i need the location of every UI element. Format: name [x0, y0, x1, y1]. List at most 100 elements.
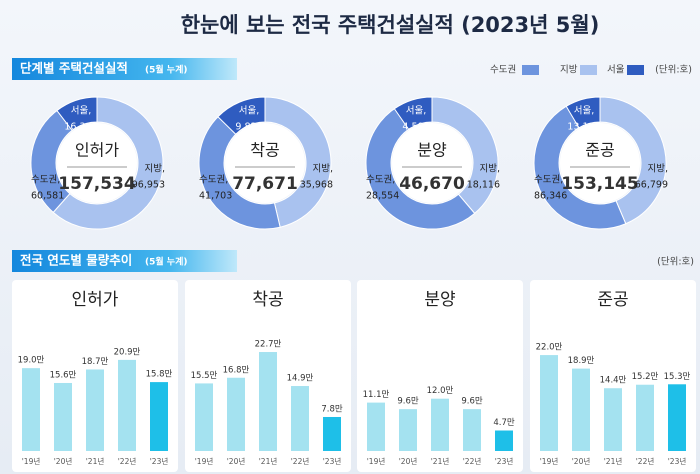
- page-title: 한눈에 보는 전국 주택건설실적 (2023년 5월): [181, 13, 600, 37]
- panel: [530, 280, 696, 472]
- bar-value-label: 15.5만: [191, 371, 218, 381]
- x-tick-label: '19년: [195, 456, 214, 466]
- bar: [431, 398, 449, 451]
- bar: [227, 377, 245, 451]
- segment-name: 서울,: [574, 106, 595, 117]
- donut-segment: [393, 96, 433, 130]
- donut-title: 착공: [250, 141, 279, 160]
- x-tick-label: '19년: [22, 456, 41, 466]
- bar: [150, 382, 168, 451]
- x-tick-label: '21년: [86, 456, 105, 466]
- donut-total: 77,671: [232, 174, 298, 194]
- x-tick-label: '20년: [572, 456, 591, 466]
- bar-value-label: 7.8만: [321, 404, 343, 414]
- bar-value-label: 11.1만: [363, 390, 390, 400]
- donut-total: 157,534: [58, 174, 136, 194]
- section-note: (5월 누계): [145, 64, 187, 76]
- segment-name: 지방,: [648, 164, 669, 175]
- panel-title: 인허가: [72, 290, 119, 310]
- bar-value-label: 15.3만: [664, 372, 691, 382]
- bar: [572, 368, 590, 451]
- bar: [291, 386, 309, 451]
- bar-value-label: 4.7만: [493, 418, 515, 428]
- bar-value-label: 20.9만: [114, 347, 141, 357]
- donut-segment: [56, 96, 98, 132]
- bar-value-label: 19.0만: [18, 356, 45, 366]
- bar-value-label: 9.6만: [461, 397, 483, 407]
- x-tick-label: '19년: [367, 456, 386, 466]
- x-tick-label: '22년: [463, 456, 482, 466]
- panel-title: 준공: [597, 290, 628, 310]
- legend-label: 지방: [560, 65, 578, 76]
- bar-value-label: 14.9만: [287, 374, 314, 384]
- legend-swatch: [627, 65, 644, 75]
- bar-value-label: 22.0만: [536, 343, 563, 353]
- donut-center: [392, 123, 472, 203]
- bar-value-label: 15.6만: [50, 370, 77, 380]
- unit-label: (단위:호): [655, 64, 692, 76]
- x-tick-label: '23년: [150, 456, 169, 466]
- bar: [604, 388, 622, 451]
- legend-label: 수도권: [490, 64, 516, 76]
- donut-segment: [565, 96, 601, 129]
- panel: [357, 280, 523, 472]
- donut-total: 46,670: [399, 174, 465, 194]
- bar: [323, 416, 341, 451]
- segment-value: 86,346: [534, 191, 567, 202]
- bar: [495, 430, 513, 451]
- section-title: 전국 연도별 물량추이: [20, 253, 132, 268]
- donut-center: [560, 123, 640, 203]
- legend-swatch: [522, 65, 539, 75]
- segment-value: 16,361: [64, 122, 97, 133]
- bar: [118, 359, 136, 451]
- segment-value: 41,703: [199, 191, 232, 202]
- bar: [668, 384, 686, 451]
- segment-name: 수도권,: [366, 174, 395, 186]
- bar: [86, 369, 104, 451]
- segment-value: 60,581: [31, 191, 64, 202]
- x-tick-label: '20년: [54, 456, 73, 466]
- donut-title: 인허가: [75, 141, 119, 160]
- x-tick-label: '23년: [323, 456, 342, 466]
- section-banner: [12, 250, 237, 272]
- bar-value-label: 22.7만: [255, 340, 282, 350]
- legend-label: 서울: [607, 65, 625, 76]
- segment-name: 서울,: [406, 106, 427, 117]
- donut-segment: [217, 96, 266, 135]
- bar: [399, 409, 417, 451]
- x-tick-label: '21년: [604, 456, 623, 466]
- section-banner: [12, 58, 237, 80]
- x-tick-label: '22년: [118, 456, 137, 466]
- panel-title: 분양: [424, 290, 455, 310]
- bar-value-label: 15.2만: [632, 372, 659, 382]
- x-tick-label: '19년: [540, 456, 559, 466]
- donut-segment: [264, 96, 332, 228]
- x-tick-label: '20년: [399, 456, 418, 466]
- legend-swatch: [580, 65, 597, 75]
- bar: [259, 352, 277, 451]
- bar-value-label: 18.7만: [82, 357, 109, 367]
- x-tick-label: '21년: [431, 456, 450, 466]
- segment-name: 수도권,: [31, 174, 60, 186]
- bar: [195, 383, 213, 451]
- donut-segment: [599, 96, 667, 225]
- donut-title: 준공: [585, 141, 614, 160]
- segment-value: 35,968: [300, 180, 333, 191]
- donut-center: [57, 123, 137, 203]
- bar: [636, 384, 654, 451]
- x-tick-label: '20년: [227, 456, 246, 466]
- bar: [463, 409, 481, 451]
- bar-value-label: 16.8만: [223, 365, 250, 375]
- donut-segment: [431, 96, 499, 215]
- x-tick-label: '22년: [636, 456, 655, 466]
- bar-value-label: 12.0만: [427, 386, 454, 396]
- segment-name: 수도권,: [199, 174, 228, 186]
- bar-value-label: 18.9만: [568, 356, 595, 366]
- bar-value-label: 9.6만: [397, 397, 419, 407]
- segment-value: 66,799: [635, 180, 668, 191]
- segment-value: 96,953: [132, 180, 165, 191]
- bar: [54, 382, 72, 451]
- x-tick-label: '21년: [259, 456, 278, 466]
- bar: [367, 402, 385, 451]
- donut-title: 분양: [417, 141, 447, 160]
